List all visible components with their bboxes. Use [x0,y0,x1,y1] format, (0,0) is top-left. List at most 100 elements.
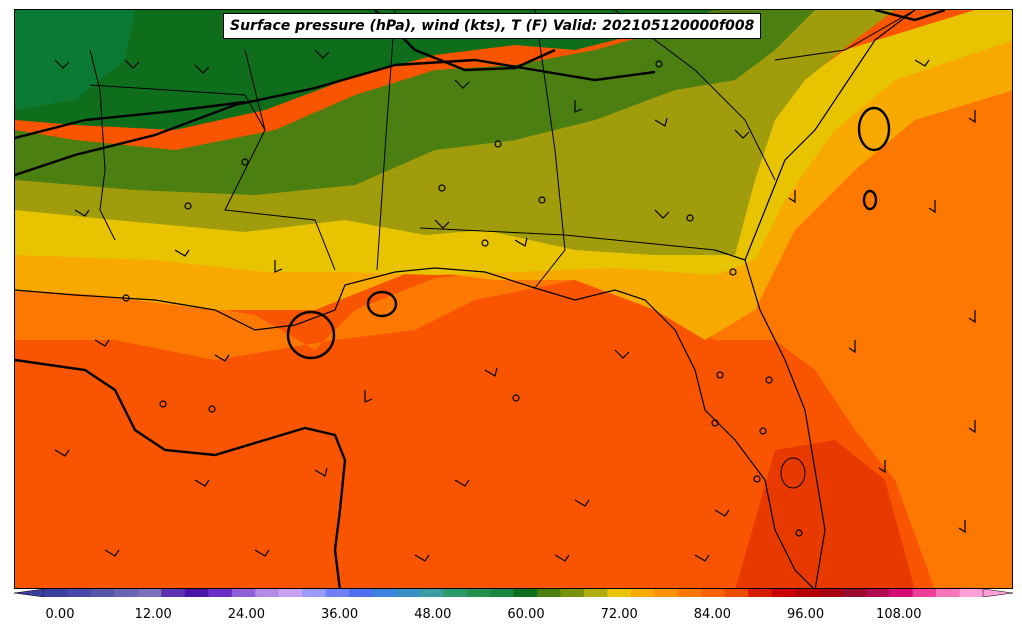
calm-wind-circle [753,475,761,483]
wind-barb [94,339,110,347]
wind-barb [694,554,710,562]
colorbar-segment [842,589,867,597]
state-line-8 [774,10,916,61]
calm-wind-circle [159,400,167,408]
colorbar-segment [583,589,608,597]
temp-band-56 [15,10,715,130]
colorbar-segment [748,589,773,597]
wind-barb [878,460,886,474]
wind-barb [574,499,590,507]
colorbar-segment [466,589,491,597]
colorbar-segment [959,589,984,597]
wind-barb [968,310,976,324]
wind-barb [74,209,90,217]
isobar-high [857,106,891,152]
wind-barb [194,479,210,487]
calm-wind-circle [765,376,773,384]
wind-barb [968,420,976,434]
state-line-4 [376,10,396,271]
wind-barb [514,237,528,247]
calm-wind-circle [795,529,803,537]
calm-wind-circle [512,394,520,402]
calm-wind-circle [716,371,724,379]
colorbar-segment [630,589,655,597]
isobar-low [366,290,398,318]
colorbar-segment [443,589,468,597]
colorbar-segment [865,589,890,597]
colorbar-segment [255,589,280,597]
colorbar-segment [396,589,421,597]
wind-barb [364,390,373,403]
temp-band-forest [15,10,135,110]
wind-barb [574,100,583,113]
isobar [15,100,246,140]
wind-barb [968,110,976,124]
calm-wind-circle [759,427,767,435]
calm-wind-circle [655,60,663,68]
wind-barb [454,479,470,487]
colorbar-segment [701,589,726,597]
wind-barb [274,260,283,273]
calm-wind-circle [241,158,249,166]
colorbar-segment [771,589,796,597]
map-title: Surface pressure (hPa), wind (kts), T (F… [223,13,762,39]
wind-barb [788,190,796,204]
colorbar-segment [490,589,514,597]
colorbar-tick-label: 36.00 [320,607,359,622]
state-line-1 [89,49,116,241]
colorbar-tick-label: 48.00 [414,607,452,622]
wind-barb [254,549,270,557]
calm-wind-circle [438,184,446,192]
calm-wind-circle [538,196,546,204]
colorbar-tick-label: 108.00 [876,607,922,622]
colorbar-segment [137,589,162,597]
colorbar-segment [278,589,303,597]
colorbar-segment [419,589,444,597]
colorbar-tick-label: 96.00 [786,607,825,622]
isobar [874,10,946,22]
state-line-7 [614,10,776,181]
wind-barb [654,209,670,219]
wind-barb [414,554,430,562]
calm-wind-circle [494,140,502,148]
colorbar [14,589,1013,597]
calm-wind-circle [729,268,737,276]
colorbar-segment [325,589,350,597]
wind-barb [194,64,210,74]
isobar-high [862,189,878,211]
colorbar-segment [677,589,702,597]
wind-barb [848,340,856,354]
colorbar-segment [654,589,679,597]
calm-wind-circle [122,294,130,302]
colorbar-extend-high [982,589,1013,597]
temp-band-72 [15,30,1012,340]
colorbar-segment [536,589,561,597]
wind-barb [484,367,498,377]
wind-barb [454,79,470,89]
colorbar-segment [607,589,632,597]
colorbar-extend-low [14,589,45,597]
wind-barb [958,520,966,534]
temp-band-84 [735,440,915,588]
temp-band-60 [15,10,815,195]
wind-barb [54,59,70,69]
colorbar-segment [208,589,233,597]
wind-barbs [54,49,976,562]
calm-wind-circle [686,214,694,222]
colorbar-segment [818,589,843,597]
coastline-east [714,10,916,261]
calm-wind-circle [184,202,192,210]
colorbar-segment [44,589,68,597]
calm-wind-circle [711,419,719,427]
colorbar-segment [114,589,139,597]
temp-pocket [780,457,806,489]
colorbar-segment [90,589,115,597]
isobar [15,358,347,588]
colorbar-segment [231,589,256,597]
wind-barb [314,467,328,477]
colorbar-segment [912,589,937,597]
colorbar-segment [372,589,397,597]
wind-barb [174,249,190,257]
colorbar-tick-label: 24.00 [227,607,265,622]
colorbar-segment [184,589,209,597]
